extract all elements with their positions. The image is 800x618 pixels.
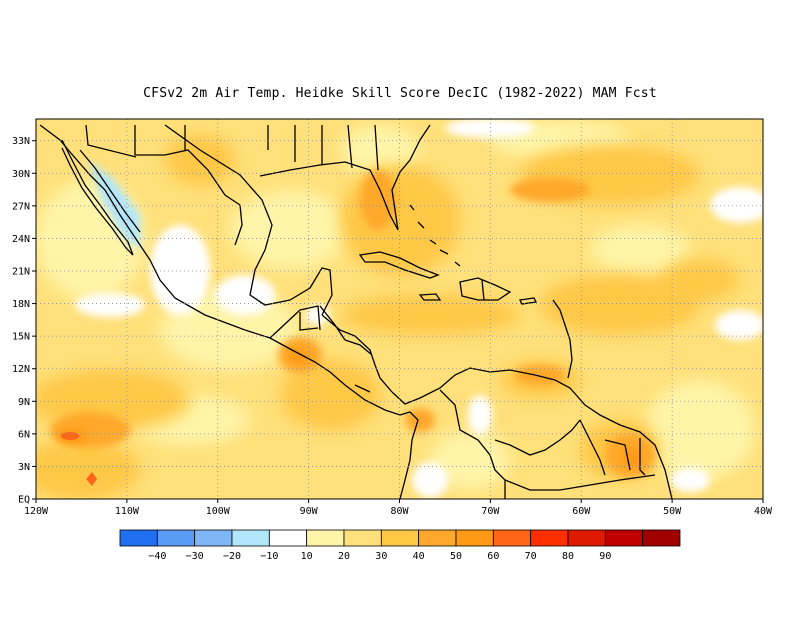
lat-tick-label: EQ xyxy=(18,495,30,506)
colorbar-label: 50 xyxy=(450,551,462,562)
colorbar-label: 40 xyxy=(413,551,425,562)
map-title: CFSv2 2m Air Temp. Heidke Skill Score De… xyxy=(143,86,657,101)
lon-tick-label: 120W xyxy=(24,506,49,517)
colorbar-swatch xyxy=(642,529,681,547)
lon-tick-label: 100W xyxy=(206,506,231,517)
colorbar-swatch xyxy=(194,529,233,547)
colorbar-swatch xyxy=(231,529,270,547)
lat-tick-label: 27N xyxy=(12,201,30,212)
colorbar-swatch xyxy=(380,529,420,547)
lat-tick-label: 12N xyxy=(12,364,30,375)
lat-tick-label: 3N xyxy=(18,462,30,473)
lon-tick-label: 70W xyxy=(481,506,500,517)
colorbar-label: 30 xyxy=(375,551,387,562)
colorbar-swatch xyxy=(567,529,606,547)
lat-tick-label: 6N xyxy=(18,429,30,440)
colorbar-swatch xyxy=(418,529,457,547)
colorbar-label: 20 xyxy=(338,551,350,562)
colorbar-swatch xyxy=(530,529,569,547)
colorbar-label: 10 xyxy=(301,551,313,562)
colorbar-swatch xyxy=(492,529,532,547)
lat-tick-label: 33N xyxy=(12,136,30,147)
lat-tick-label: 9N xyxy=(18,397,30,408)
lat-tick-label: 24N xyxy=(12,234,30,245)
lon-tick-label: 110W xyxy=(115,506,140,517)
colorbar: −40 −30 −20 −10 10 20 30 40 50 60 70 80 90 xyxy=(119,529,681,562)
lat-tick-label: 21N xyxy=(12,267,30,278)
colorbar-swatch xyxy=(119,529,158,547)
colorbar-label: 70 xyxy=(525,551,537,562)
lon-tick-label: 40W xyxy=(754,506,773,517)
lat-tick-label: 30N xyxy=(12,169,30,180)
colorbar-swatch xyxy=(604,529,644,547)
colorbar-label: −30 xyxy=(186,551,204,562)
skill-field xyxy=(36,119,763,499)
colorbar-swatch xyxy=(156,529,196,547)
lat-tick-label: 15N xyxy=(12,332,30,343)
lon-tick-label: 90W xyxy=(300,506,319,517)
colorbar-swatch xyxy=(343,529,382,547)
colorbar-label: −20 xyxy=(223,551,241,562)
colorbar-label: 60 xyxy=(487,551,499,562)
lon-tick-label: 50W xyxy=(663,506,682,517)
lon-tick-label: 60W xyxy=(572,506,591,517)
grid-lines xyxy=(36,119,763,499)
lon-tick-label: 80W xyxy=(390,506,409,517)
colorbar-label: 90 xyxy=(599,551,611,562)
colorbar-swatch xyxy=(268,529,308,547)
coastlines xyxy=(39,124,673,499)
colorbar-label: −40 xyxy=(148,551,166,562)
colorbar-swatch xyxy=(455,529,494,547)
colorbar-label: −10 xyxy=(260,551,278,562)
colorbar-label: 80 xyxy=(562,551,574,562)
colorbar-swatch xyxy=(306,529,345,547)
lat-tick-label: 18N xyxy=(12,299,30,310)
